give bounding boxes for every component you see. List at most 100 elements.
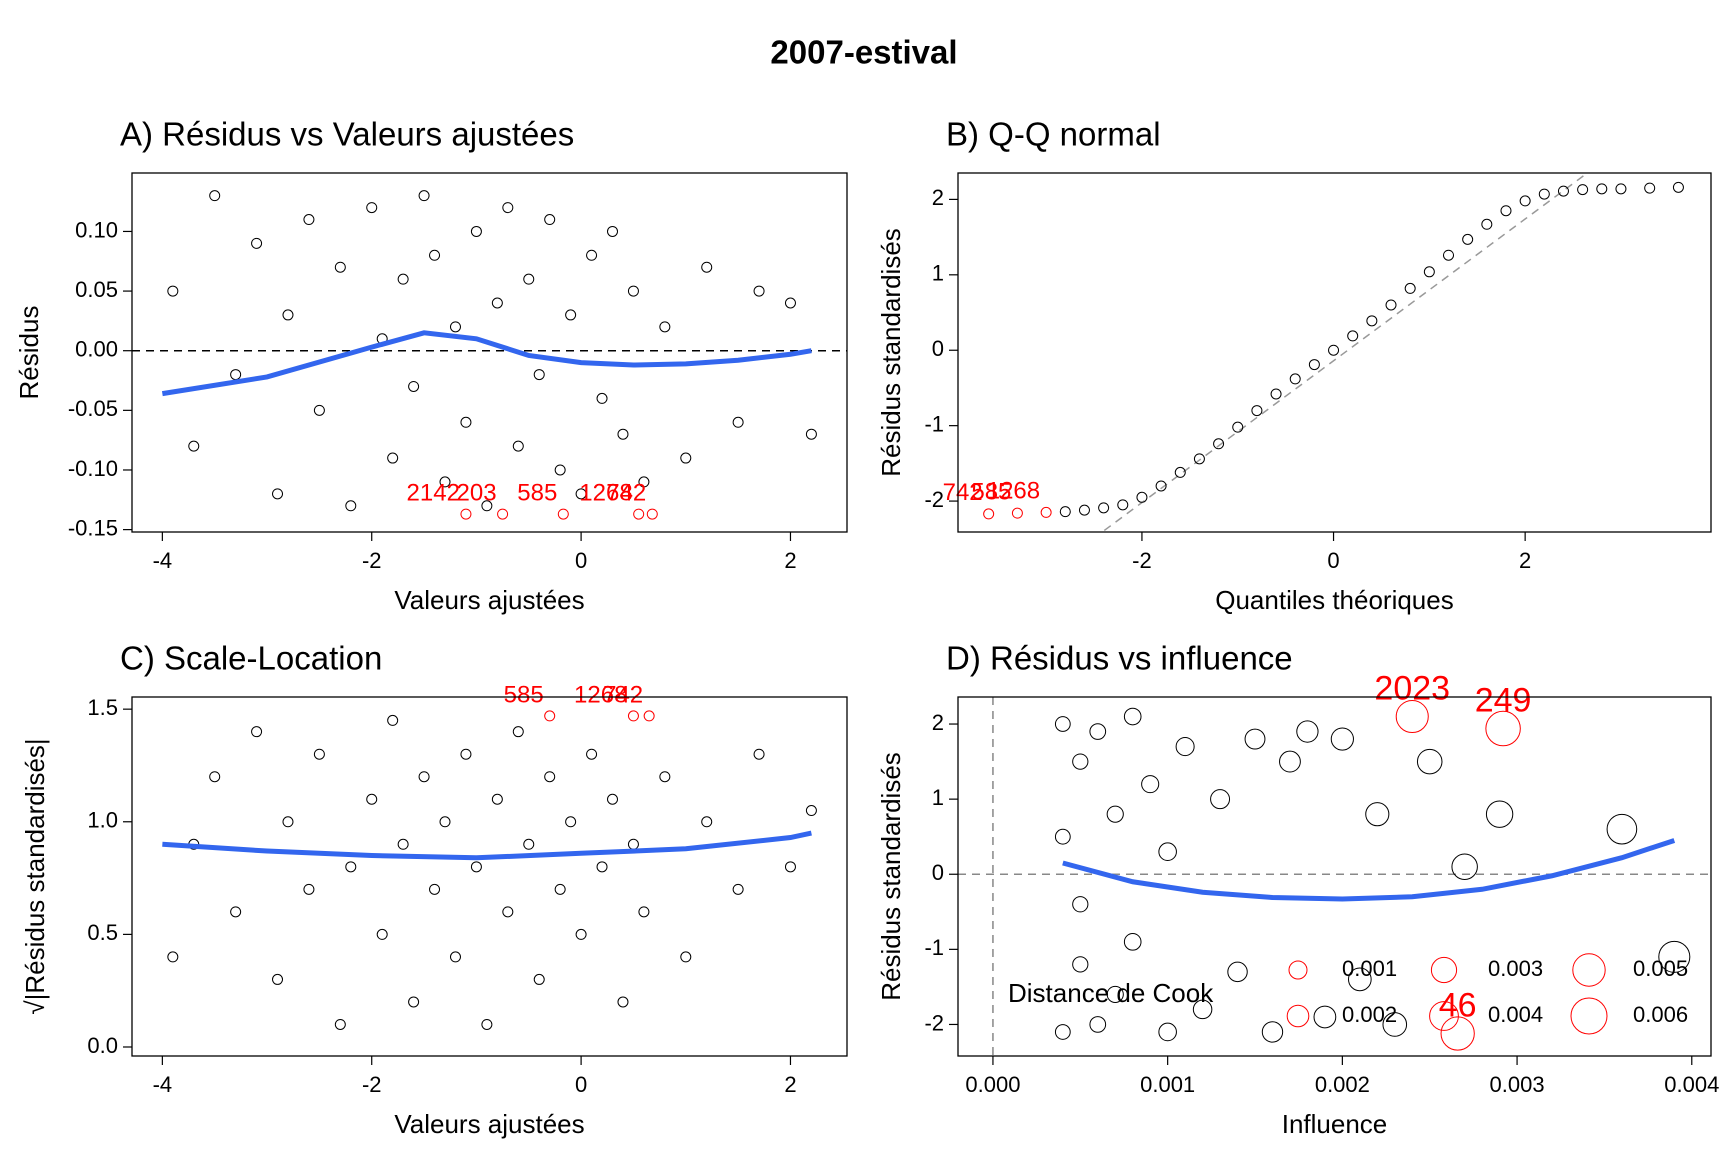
point — [491, 793, 503, 805]
point — [1279, 750, 1301, 773]
point — [586, 748, 598, 760]
y-tick-label: -0.05 — [68, 396, 118, 421]
point-label: 46 — [1439, 986, 1477, 1024]
point — [1330, 727, 1354, 751]
y-tick-label: 1 — [932, 785, 944, 810]
point — [313, 404, 325, 416]
point — [1059, 506, 1071, 518]
legend-symbol — [1286, 1004, 1310, 1028]
point — [334, 1018, 346, 1030]
point — [1106, 985, 1124, 1004]
point-label: 203 — [457, 479, 497, 506]
point — [554, 883, 566, 895]
plot-frame — [131, 172, 848, 533]
point — [544, 214, 556, 226]
point — [1054, 828, 1071, 845]
point — [1404, 282, 1416, 294]
point — [1308, 359, 1320, 371]
plot-frame — [957, 172, 1712, 533]
smooth-line — [162, 830, 812, 861]
point — [659, 321, 671, 333]
legend-symbol — [1288, 960, 1308, 980]
y-tick-label: 2 — [932, 185, 944, 210]
point — [429, 883, 441, 895]
y-tick-label: 0.00 — [75, 337, 118, 362]
point — [544, 771, 556, 783]
point — [596, 392, 608, 404]
y-tick-label: -0.15 — [68, 515, 118, 540]
point — [345, 500, 357, 512]
point — [418, 190, 430, 202]
point-label: 742 — [603, 681, 643, 708]
point — [1443, 249, 1455, 261]
point — [1089, 723, 1107, 740]
point — [460, 416, 472, 428]
point — [1485, 800, 1514, 828]
point — [1192, 999, 1213, 1020]
point — [397, 838, 409, 850]
point — [429, 249, 441, 261]
y-tick-label: 0 — [932, 336, 944, 361]
y-tick-label: -0.10 — [68, 456, 118, 481]
point — [209, 190, 221, 202]
legend-symbol — [1429, 1001, 1459, 1031]
point — [575, 928, 587, 940]
plot-frame — [957, 696, 1712, 1057]
y-axis-label: √|Résidus standardisés| — [20, 738, 50, 1014]
point — [512, 726, 524, 738]
panel-title: C) Scale-Location — [120, 640, 382, 677]
point — [1072, 753, 1089, 770]
point — [512, 440, 524, 452]
smooth-line — [1062, 838, 1676, 902]
point-label: 742 — [943, 479, 983, 506]
labeled-point — [557, 508, 569, 520]
y-tick-label: 1.5 — [87, 695, 118, 720]
y-tick-label: 2 — [932, 710, 944, 735]
x-tick-label: 0.002 — [1315, 1072, 1370, 1097]
point — [460, 748, 472, 760]
legend-title: Distance de Cook — [1008, 978, 1214, 1008]
point — [1366, 315, 1378, 327]
point — [366, 202, 378, 214]
point-label: 585 — [504, 681, 544, 708]
y-tick-label: -1 — [924, 411, 944, 436]
point — [1123, 933, 1142, 951]
panel-title: B) Q-Q normal — [946, 116, 1161, 153]
point — [502, 906, 514, 918]
labeled-point — [544, 710, 556, 722]
point — [617, 996, 629, 1008]
y-tick-label: -1 — [924, 935, 944, 960]
legend-label: 0.004 — [1488, 1002, 1543, 1027]
point — [596, 861, 608, 873]
point — [523, 273, 535, 285]
point — [1644, 182, 1656, 194]
point — [784, 861, 796, 873]
point-label: 249 — [1475, 682, 1532, 720]
point — [366, 793, 378, 805]
labeled-point — [1440, 1016, 1475, 1051]
point — [1175, 737, 1195, 757]
labeled-point — [1011, 507, 1023, 519]
point — [784, 297, 796, 309]
point — [209, 771, 221, 783]
x-tick-label: 0 — [575, 1072, 587, 1097]
y-tick-label: 0 — [932, 860, 944, 885]
legend-label: 0.003 — [1488, 956, 1543, 981]
plot-area — [983, 173, 1684, 532]
x-tick-label: -2 — [362, 1072, 382, 1097]
y-axis-label: Résidus standardisés — [876, 228, 906, 477]
y-tick-label: 0.0 — [87, 1033, 118, 1058]
point — [1313, 1005, 1337, 1029]
point — [502, 202, 514, 214]
point — [1227, 961, 1248, 983]
point — [607, 793, 619, 805]
point — [575, 488, 587, 500]
point-label: 1268 — [987, 478, 1040, 505]
point — [1072, 896, 1089, 913]
point — [481, 500, 493, 512]
x-tick-label: -4 — [153, 548, 173, 573]
labeled-point — [643, 710, 655, 722]
point — [449, 321, 461, 333]
point — [408, 380, 420, 392]
point — [1251, 405, 1263, 417]
